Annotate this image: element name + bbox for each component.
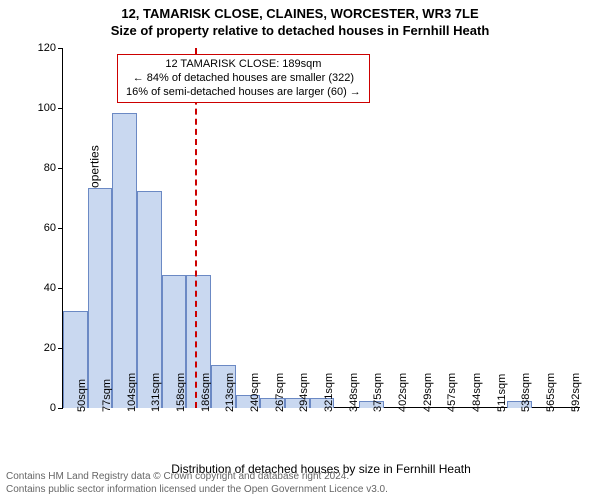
callout-box: 12 TAMARISK CLOSE: 189sqm ← 84% of detac… <box>117 54 370 103</box>
y-tick-label: 120 <box>38 42 62 54</box>
page-title-line1: 12, TAMARISK CLOSE, CLAINES, WORCESTER, … <box>0 6 600 21</box>
x-tick-label: 565sqm <box>545 373 557 412</box>
x-tick-label: 50sqm <box>76 379 88 412</box>
y-tick-label: 40 <box>44 282 62 294</box>
chart: Number of detached properties 0204060801… <box>62 48 580 408</box>
x-tick-label: 538sqm <box>520 373 532 412</box>
x-tick-label: 294sqm <box>298 373 310 412</box>
x-tick-label: 158sqm <box>175 373 187 412</box>
y-tick-label: 80 <box>44 162 62 174</box>
x-tick-label: 484sqm <box>471 373 483 412</box>
y-tick-label: 60 <box>44 222 62 234</box>
footer-line: Contains public sector information licen… <box>6 483 388 496</box>
x-tick-label: 402sqm <box>397 373 409 412</box>
footer: Contains HM Land Registry data © Crown c… <box>6 470 388 496</box>
histogram-bar <box>88 188 113 408</box>
x-tick-label: 104sqm <box>126 373 138 412</box>
x-tick-label: 592sqm <box>570 373 582 412</box>
y-tick-label: 0 <box>50 402 62 414</box>
x-tick-label: 321sqm <box>323 373 335 412</box>
x-tick-label: 267sqm <box>274 373 286 412</box>
x-tick-label: 348sqm <box>348 373 360 412</box>
callout-line: 12 TAMARISK CLOSE: 189sqm <box>126 58 361 72</box>
page: 12, TAMARISK CLOSE, CLAINES, WORCESTER, … <box>0 0 600 500</box>
histogram-bar <box>112 113 137 408</box>
x-tick-label: 240sqm <box>249 373 261 412</box>
callout-line: 16% of semi-detached houses are larger (… <box>126 86 361 100</box>
x-tick-label: 375sqm <box>372 373 384 412</box>
x-tick-label: 213sqm <box>224 373 236 412</box>
x-tick-label: 457sqm <box>446 373 458 412</box>
x-tick-label: 429sqm <box>422 373 434 412</box>
x-tick-label: 77sqm <box>101 379 113 412</box>
x-tick-label: 131sqm <box>150 373 162 412</box>
y-tick-label: 100 <box>38 102 62 114</box>
callout-line: ← 84% of detached houses are smaller (32… <box>126 72 361 86</box>
x-tick-label: 511sqm <box>496 374 508 412</box>
y-tick-label: 20 <box>44 342 62 354</box>
x-tick-label: 186sqm <box>200 373 212 412</box>
page-title-line2: Size of property relative to detached ho… <box>0 23 600 38</box>
footer-line: Contains HM Land Registry data © Crown c… <box>6 470 388 483</box>
